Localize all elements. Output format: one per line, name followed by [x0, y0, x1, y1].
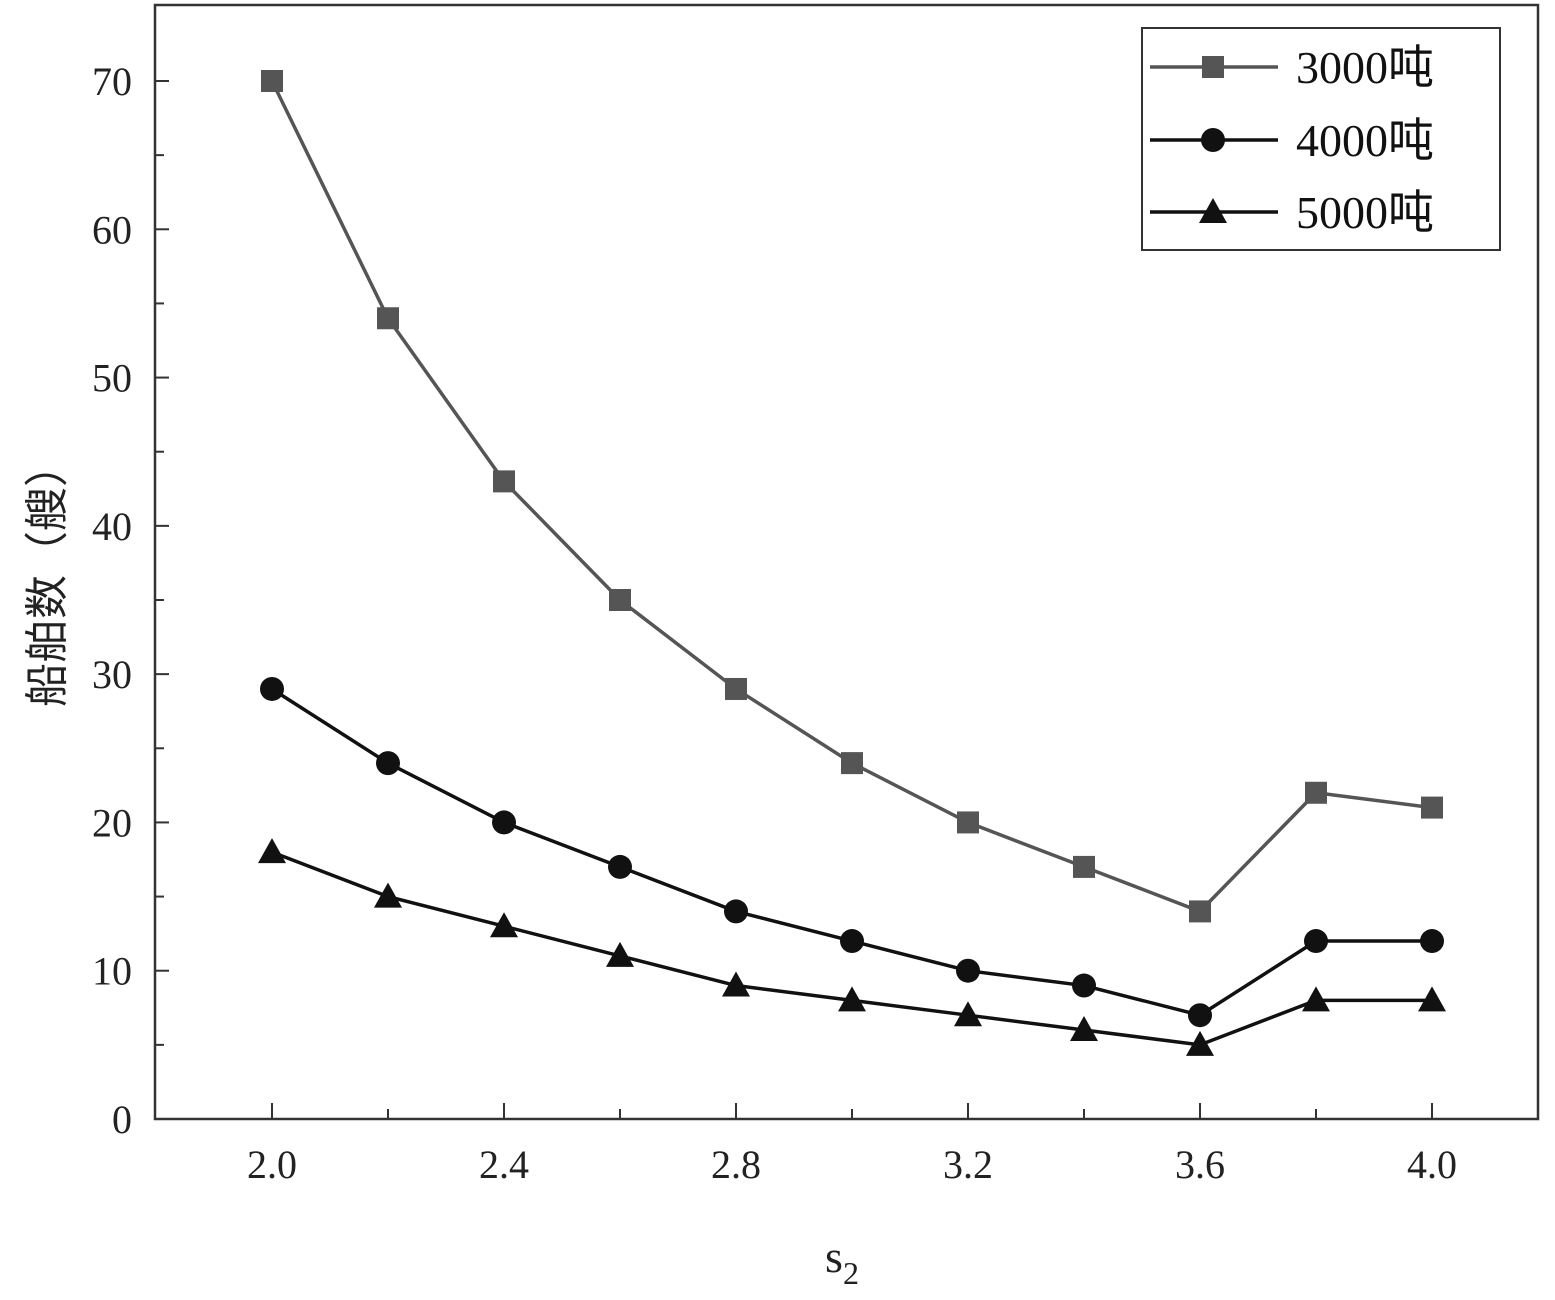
data-point [1070, 1016, 1098, 1042]
series-layer [258, 70, 1446, 1056]
data-point [838, 986, 866, 1012]
legend: 3000吨 4000吨 5000吨 [1141, 27, 1501, 251]
data-point [493, 470, 515, 493]
data-point [1305, 781, 1327, 804]
x-axis-title-subscript: 2 [843, 1255, 859, 1291]
data-point [1072, 973, 1096, 998]
y-tick-label: 60 [92, 207, 132, 252]
data-point [609, 589, 631, 611]
y-tick-label: 20 [92, 800, 132, 845]
x-axis-title: s2 [825, 1231, 859, 1291]
data-point [724, 899, 748, 924]
x-tick-label: 4.0 [1407, 1142, 1457, 1187]
data-point [1186, 1030, 1214, 1056]
data-point [606, 941, 634, 967]
series-circle [260, 676, 1444, 1028]
y-tick-label: 10 [92, 949, 132, 994]
data-point [1073, 855, 1095, 878]
data-point [376, 751, 400, 776]
data-point [722, 971, 750, 997]
y-axis: 0 10 20 30 40 50 60 70 [92, 59, 169, 1142]
series-triangle [258, 838, 1446, 1056]
data-point [1188, 1003, 1212, 1028]
legend-marker [1202, 56, 1224, 78]
legend-item-square: 3000吨 [1150, 42, 1434, 93]
legend-marker [1201, 128, 1225, 152]
data-point [840, 929, 864, 954]
data-point [1418, 986, 1446, 1012]
data-point [1302, 986, 1330, 1012]
data-point [1420, 929, 1444, 954]
data-point [490, 912, 518, 938]
data-point [954, 1001, 982, 1027]
data-point [957, 811, 979, 834]
data-point [258, 838, 286, 864]
data-point [1421, 796, 1443, 819]
data-point [261, 70, 283, 92]
legend-marker [1199, 198, 1227, 223]
x-tick-label: 2.8 [711, 1142, 761, 1187]
data-point [725, 677, 747, 700]
y-axis-title: 船舶数（艘） [23, 443, 72, 707]
data-point [956, 958, 980, 983]
series-square [261, 70, 1443, 923]
y-tick-label: 40 [92, 504, 132, 549]
legend-label: 5000吨 [1296, 187, 1434, 238]
data-point [260, 676, 284, 701]
legend-item-triangle: 5000吨 [1150, 187, 1434, 238]
data-point [492, 810, 516, 835]
legend-label: 3000吨 [1296, 42, 1434, 93]
y-tick-label: 70 [92, 59, 132, 104]
data-point [374, 882, 402, 908]
data-point [1304, 929, 1328, 954]
plot-area-border [153, 3, 1540, 1121]
legend-label: 4000吨 [1296, 115, 1434, 166]
x-tick-label: 3.2 [943, 1142, 993, 1187]
x-tick-label: 2.4 [479, 1142, 529, 1187]
legend-item-circle: 4000吨 [1150, 115, 1434, 166]
y-tick-label: 50 [92, 356, 132, 401]
data-point [608, 854, 632, 879]
y-tick-label: 0 [112, 1097, 132, 1142]
x-tick-label: 3.6 [1175, 1142, 1225, 1187]
y-tick-label: 30 [92, 652, 132, 697]
x-tick-label: 2.0 [247, 1142, 297, 1187]
data-point [841, 752, 863, 775]
data-point [1189, 900, 1211, 923]
data-point [377, 307, 399, 330]
plot-frame [153, 3, 1540, 1121]
x-axis: 2.0 2.4 2.8 3.2 3.6 4.0 [247, 1103, 1457, 1187]
x-axis-title-main: s [825, 1231, 843, 1282]
